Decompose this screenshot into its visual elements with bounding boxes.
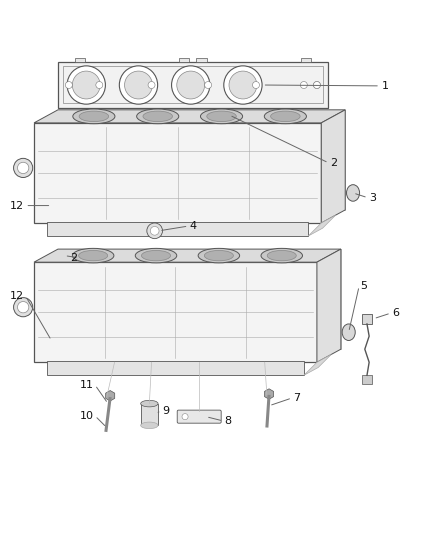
- Circle shape: [205, 82, 212, 88]
- Text: 8: 8: [225, 416, 232, 426]
- Text: 2: 2: [71, 253, 78, 263]
- Bar: [58, 62, 328, 108]
- Circle shape: [148, 82, 155, 88]
- Circle shape: [124, 71, 152, 99]
- Ellipse shape: [267, 251, 296, 261]
- Ellipse shape: [79, 251, 108, 261]
- Circle shape: [14, 297, 33, 317]
- Circle shape: [182, 414, 188, 419]
- Text: 7: 7: [293, 393, 300, 403]
- Bar: [362, 375, 372, 384]
- Text: 12: 12: [10, 200, 24, 211]
- Ellipse shape: [141, 422, 158, 429]
- Text: 6: 6: [392, 308, 399, 318]
- Ellipse shape: [205, 251, 233, 261]
- Bar: [47, 222, 308, 236]
- Polygon shape: [34, 110, 345, 123]
- Ellipse shape: [201, 109, 243, 124]
- Ellipse shape: [72, 248, 114, 263]
- Circle shape: [147, 223, 162, 239]
- Circle shape: [119, 66, 158, 104]
- Text: 12: 12: [10, 290, 24, 301]
- Circle shape: [224, 66, 262, 104]
- Bar: [63, 66, 322, 103]
- Circle shape: [72, 71, 100, 99]
- FancyBboxPatch shape: [177, 410, 221, 423]
- Circle shape: [18, 302, 29, 313]
- Polygon shape: [34, 249, 341, 262]
- Circle shape: [314, 82, 321, 88]
- Ellipse shape: [342, 324, 355, 341]
- Ellipse shape: [207, 111, 236, 122]
- Ellipse shape: [271, 111, 300, 122]
- Circle shape: [96, 82, 103, 88]
- Ellipse shape: [261, 248, 303, 263]
- Bar: [58, 110, 345, 210]
- Circle shape: [67, 66, 106, 104]
- Circle shape: [314, 82, 321, 88]
- Circle shape: [172, 66, 210, 104]
- Circle shape: [300, 82, 307, 88]
- Polygon shape: [308, 215, 336, 236]
- Ellipse shape: [264, 109, 307, 124]
- Text: 5: 5: [360, 281, 367, 291]
- Ellipse shape: [137, 109, 179, 124]
- Circle shape: [177, 71, 205, 99]
- Bar: [196, 58, 207, 62]
- Bar: [74, 58, 85, 62]
- Bar: [179, 58, 189, 62]
- Polygon shape: [317, 249, 341, 362]
- Text: 4: 4: [190, 221, 197, 231]
- Ellipse shape: [73, 109, 115, 124]
- Ellipse shape: [346, 184, 360, 201]
- Bar: [141, 403, 158, 425]
- Bar: [34, 123, 321, 223]
- Bar: [34, 262, 317, 362]
- Text: 1: 1: [382, 81, 389, 91]
- Ellipse shape: [143, 111, 173, 122]
- Circle shape: [18, 162, 29, 174]
- Circle shape: [150, 227, 159, 235]
- Text: 3: 3: [369, 193, 376, 203]
- Ellipse shape: [141, 251, 170, 261]
- Bar: [47, 361, 304, 375]
- Text: 11: 11: [80, 380, 94, 390]
- Polygon shape: [304, 354, 331, 375]
- Ellipse shape: [135, 248, 177, 263]
- Text: 2: 2: [330, 158, 337, 168]
- Circle shape: [65, 82, 72, 88]
- Text: 10: 10: [80, 411, 94, 421]
- Circle shape: [253, 82, 259, 88]
- Text: 9: 9: [162, 406, 170, 416]
- Bar: [301, 58, 311, 62]
- Ellipse shape: [198, 248, 240, 263]
- Circle shape: [14, 158, 33, 177]
- Bar: [58, 249, 341, 349]
- Ellipse shape: [79, 111, 109, 122]
- Circle shape: [229, 71, 257, 99]
- Bar: [362, 313, 372, 324]
- Polygon shape: [321, 110, 345, 223]
- Ellipse shape: [141, 400, 158, 407]
